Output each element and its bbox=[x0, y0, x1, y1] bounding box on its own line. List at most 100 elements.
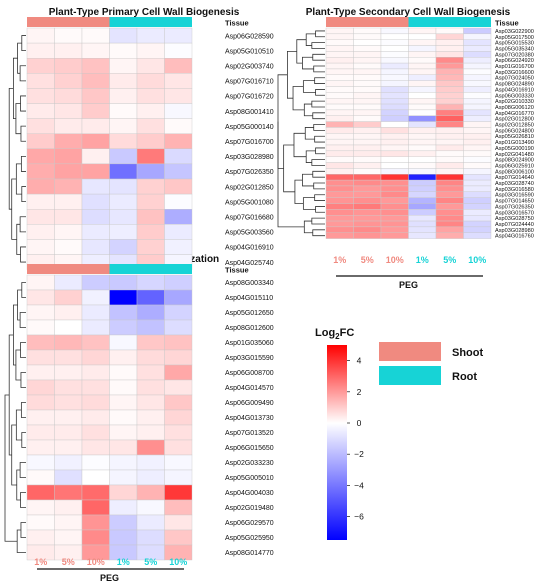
heatmap-cell bbox=[54, 409, 83, 426]
heatmap-cell bbox=[408, 162, 437, 169]
heatmap-cell bbox=[26, 88, 55, 104]
heatmap-cell bbox=[26, 148, 55, 165]
heatmap-cell bbox=[109, 58, 138, 74]
row-label: Asp03G028980 bbox=[225, 154, 274, 161]
heatmap-cell bbox=[26, 424, 55, 441]
heatmap-cell bbox=[380, 127, 409, 134]
heatmap-cell bbox=[136, 178, 165, 195]
heatmap-cell bbox=[435, 68, 464, 75]
heatmap-cell bbox=[463, 220, 492, 228]
heatmap-cell bbox=[136, 379, 165, 396]
heatmap-cell bbox=[463, 57, 492, 64]
heatmap-cell bbox=[54, 469, 83, 486]
row-label: Asp07G024440 bbox=[495, 222, 534, 228]
heatmap-cell bbox=[164, 334, 193, 351]
heatmap-cell bbox=[136, 424, 165, 441]
tissue-bar-cell bbox=[54, 264, 82, 274]
heatmap-cell bbox=[81, 42, 110, 59]
heatmap-cell bbox=[109, 163, 138, 180]
column-label: 5% bbox=[144, 557, 157, 567]
heatmap-cell bbox=[463, 109, 492, 116]
row-label: Asp03G022900 bbox=[495, 29, 534, 35]
row-label: Asp03G028740 bbox=[495, 181, 534, 187]
heatmap-cell bbox=[164, 27, 193, 44]
color-bar bbox=[327, 345, 347, 540]
heatmap-cell bbox=[81, 304, 110, 321]
heatmap-cell bbox=[81, 133, 110, 149]
heatmap-cell bbox=[164, 469, 193, 486]
heatmap-cell bbox=[136, 224, 165, 240]
heatmap-cell bbox=[380, 144, 409, 152]
row-label: Asp07G013520 bbox=[225, 430, 274, 437]
color-legend: Log2FC 4 2 0 −2 −4 −6 Shoot Root bbox=[315, 327, 483, 540]
row-label: Asp02G012850 bbox=[225, 184, 274, 191]
heatmap-cell bbox=[109, 224, 138, 240]
heatmap-cell bbox=[136, 394, 165, 411]
heatmap-cell bbox=[353, 179, 382, 187]
heatmap-cell bbox=[463, 103, 492, 111]
heatmap-cell bbox=[54, 349, 83, 366]
heatmap-cell bbox=[380, 203, 409, 210]
heatmap-cell bbox=[353, 97, 382, 105]
heatmap-cell bbox=[435, 156, 464, 163]
heatmap-cell bbox=[353, 191, 382, 198]
heatmap-cell bbox=[26, 133, 55, 149]
heatmap-cell bbox=[109, 133, 138, 149]
heatmap-cell bbox=[435, 80, 464, 87]
heatmap-cell bbox=[380, 133, 409, 140]
row-label: Asp08G006120 bbox=[495, 105, 534, 111]
row-label: Asp04G015110 bbox=[225, 295, 273, 302]
heatmap-cell bbox=[325, 209, 354, 216]
legend-tick-label: −6 bbox=[354, 512, 364, 522]
heatmap-cell bbox=[325, 92, 354, 99]
heatmap-cell bbox=[435, 74, 464, 81]
heatmap-cell bbox=[463, 144, 492, 152]
heatmap-cell bbox=[463, 162, 492, 169]
heatmap-cell bbox=[353, 27, 382, 35]
row-label: Asp04G016770 bbox=[495, 111, 534, 117]
heatmap-cell bbox=[136, 364, 165, 381]
row-label: Asp08G001410 bbox=[225, 109, 274, 116]
row-label: Asp04G016760 bbox=[495, 234, 534, 240]
heatmap-cell bbox=[353, 45, 382, 52]
heatmap-cell bbox=[136, 319, 165, 336]
heatmap-cell bbox=[408, 86, 437, 93]
heatmap-cell bbox=[463, 51, 492, 58]
heatmap-cell bbox=[380, 121, 409, 128]
heatmap-cell bbox=[109, 42, 138, 59]
heatmap-cell bbox=[136, 514, 165, 531]
heatmap-cell bbox=[325, 179, 354, 187]
heatmap-cell bbox=[325, 39, 354, 46]
heatmap-cell bbox=[435, 214, 464, 222]
heatmap-cell bbox=[325, 51, 354, 58]
title-secondary: Plant-Type Secondary Cell Wall Biogenesi… bbox=[306, 7, 511, 18]
heatmap-cell bbox=[380, 115, 409, 122]
heatmap-cell bbox=[109, 118, 138, 134]
heatmap-cell bbox=[109, 289, 138, 306]
heatmap-cell bbox=[408, 115, 437, 122]
heatmap-cell bbox=[353, 220, 382, 228]
tissue-label: Tissue bbox=[495, 19, 519, 28]
heatmap-cell bbox=[81, 27, 110, 44]
heatmap-cell bbox=[435, 191, 464, 198]
heatmap-cell bbox=[81, 163, 110, 180]
heatmap-cell bbox=[81, 118, 110, 134]
heatmap-cell bbox=[353, 232, 382, 239]
heatmap-cell bbox=[463, 214, 492, 222]
heatmap-cell bbox=[435, 45, 464, 52]
heatmap-cell bbox=[109, 73, 138, 89]
heatmap-cell bbox=[380, 62, 409, 70]
heatmap-cell bbox=[435, 51, 464, 58]
heatmap-cell bbox=[353, 174, 382, 181]
heatmap-cell bbox=[136, 499, 165, 516]
heatmap-cell bbox=[26, 289, 55, 306]
heatmap-cell bbox=[408, 203, 437, 210]
heatmap-cell bbox=[435, 174, 464, 181]
legend-ticks: 4 2 0 −2 −4 −6 bbox=[347, 356, 364, 522]
heatmap-cell bbox=[435, 220, 464, 228]
heatmap-cell bbox=[54, 274, 83, 291]
heatmap-cell bbox=[54, 529, 83, 546]
heatmap-cell bbox=[26, 469, 55, 486]
heatmap-cell bbox=[408, 45, 437, 52]
legend-title: Log2FC bbox=[315, 327, 354, 341]
